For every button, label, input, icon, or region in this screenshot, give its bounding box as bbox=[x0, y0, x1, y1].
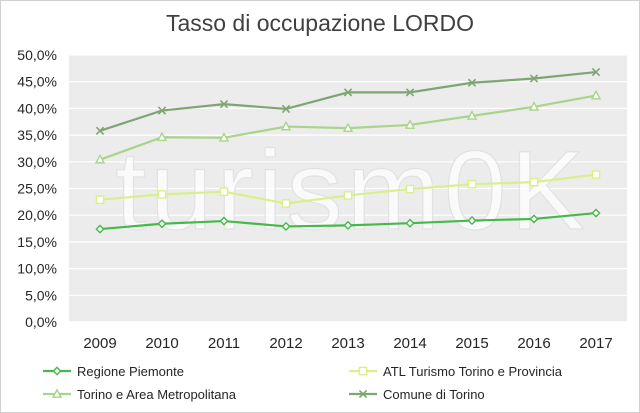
watermark-text: turism0K bbox=[115, 128, 589, 253]
data-point bbox=[343, 88, 353, 97]
chart-title: Tasso di occupazione LORDO bbox=[166, 10, 474, 36]
x-tick-label: 2015 bbox=[455, 335, 488, 352]
data-point bbox=[405, 218, 415, 228]
x-tick-label: 2017 bbox=[579, 335, 612, 352]
data-point bbox=[358, 389, 368, 399]
x-tick-label: 2009 bbox=[83, 335, 116, 352]
legend-label: ATL Turismo Torino e Provincia bbox=[383, 364, 563, 379]
data-point bbox=[529, 214, 539, 224]
y-tick-label: 40,0% bbox=[17, 100, 57, 116]
y-tick-label: 5,0% bbox=[25, 287, 57, 303]
legend-label: Comune di Torino bbox=[383, 387, 485, 402]
data-point bbox=[405, 184, 415, 194]
data-point bbox=[343, 191, 353, 200]
data-point bbox=[95, 195, 105, 205]
y-tick-label: 30,0% bbox=[17, 154, 57, 170]
data-point bbox=[219, 216, 229, 226]
x-tick-label: 2014 bbox=[393, 335, 426, 352]
data-point bbox=[281, 221, 291, 232]
legend-item: Torino e Area Metropolitana bbox=[43, 387, 237, 402]
data-point bbox=[529, 177, 539, 187]
legend-item: ATL Turismo Torino e Provincia bbox=[349, 364, 563, 379]
data-point bbox=[466, 110, 478, 120]
x-tick-label: 2016 bbox=[517, 335, 550, 352]
data-point bbox=[281, 199, 291, 208]
series-group bbox=[94, 67, 602, 234]
data-point bbox=[467, 78, 477, 87]
data-point bbox=[94, 153, 106, 164]
data-point bbox=[467, 179, 477, 189]
data-point bbox=[528, 101, 540, 111]
legend-item: Regione Piemonte bbox=[43, 364, 184, 379]
data-point bbox=[157, 106, 167, 115]
data-point bbox=[52, 366, 62, 376]
x-tick-label: 2013 bbox=[331, 335, 364, 352]
watermark: turism0K bbox=[114, 127, 589, 253]
legend-label: Torino e Area Metropolitana bbox=[77, 387, 237, 402]
data-point bbox=[342, 122, 354, 133]
data-point bbox=[157, 219, 167, 229]
data-point bbox=[218, 132, 230, 142]
data-point bbox=[157, 190, 167, 199]
y-tick-label: 25,0% bbox=[17, 181, 57, 197]
legend: Regione Piemonte ATL Turismo Torino e Pro… bbox=[43, 364, 563, 402]
series-regione-piemonte bbox=[95, 208, 601, 234]
series-comune-di-torino bbox=[95, 67, 601, 135]
y-tick-label: 15,0% bbox=[17, 234, 57, 250]
legend-item: Comune di Torino bbox=[349, 387, 485, 402]
data-point bbox=[343, 220, 353, 230]
x-tick-label: 2010 bbox=[145, 335, 178, 352]
y-tick-label: 20,0% bbox=[17, 207, 57, 223]
data-point bbox=[590, 89, 602, 100]
x-tick-label: 2011 bbox=[208, 335, 240, 352]
y-tick-label: 50,0% bbox=[17, 47, 57, 63]
data-point bbox=[219, 187, 229, 197]
data-point bbox=[95, 126, 105, 135]
data-point bbox=[51, 388, 63, 398]
data-point bbox=[467, 215, 477, 226]
legend-label: Regione Piemonte bbox=[77, 364, 184, 379]
data-point bbox=[219, 99, 229, 109]
series-atl-turismo-torino-e-provincia bbox=[95, 170, 601, 208]
y-tick-label: 35,0% bbox=[17, 127, 57, 143]
data-point bbox=[591, 67, 601, 77]
y-tick-label: 10,0% bbox=[17, 261, 57, 277]
y-tick-label: 45,0% bbox=[17, 74, 57, 90]
data-point bbox=[280, 120, 292, 131]
series-torino-e-area-metropolitana bbox=[94, 89, 602, 164]
data-point bbox=[95, 224, 105, 234]
x-axis: 2009 2010 2011 2012 2013 2014 2015 2016 2017 bbox=[83, 335, 612, 352]
data-point bbox=[404, 119, 416, 129]
x-tick-label: 2012 bbox=[269, 335, 302, 352]
data-point bbox=[156, 131, 168, 142]
data-point bbox=[281, 104, 291, 114]
data-point bbox=[405, 88, 415, 97]
data-point bbox=[591, 170, 601, 179]
data-point bbox=[529, 74, 539, 83]
y-tick-label: 0,0% bbox=[25, 314, 57, 330]
y-axis: 0,0% 5,0% 10,0% 15,0% 20,0% 25,0% 30,0% 35,0% 40… bbox=[17, 47, 57, 330]
data-point bbox=[591, 208, 601, 218]
data-point bbox=[358, 366, 368, 376]
